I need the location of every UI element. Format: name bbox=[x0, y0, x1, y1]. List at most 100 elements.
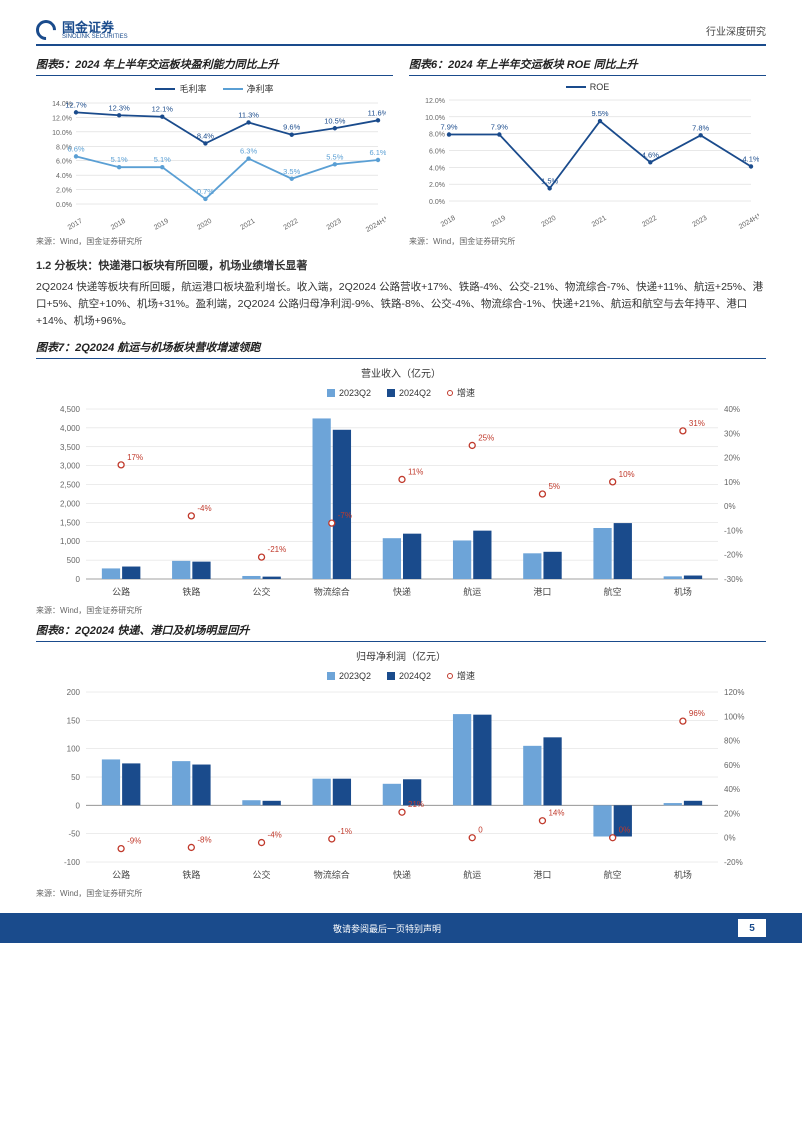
svg-text:2021: 2021 bbox=[239, 218, 256, 232]
svg-text:0.0%: 0.0% bbox=[56, 202, 72, 209]
svg-text:100: 100 bbox=[67, 745, 81, 754]
chart7-inner-title: 营业收入（亿元） bbox=[36, 365, 766, 380]
svg-text:5.1%: 5.1% bbox=[111, 155, 128, 164]
svg-text:2023: 2023 bbox=[326, 218, 343, 232]
logo-cn: 国金证券 bbox=[62, 21, 128, 34]
svg-text:0.7%: 0.7% bbox=[197, 187, 214, 196]
chart8-svg: -100-50050100150200-20%0%20%40%60%80%100… bbox=[36, 684, 766, 884]
svg-text:物流综合: 物流综合 bbox=[314, 586, 350, 597]
chart6-legend: ROE bbox=[409, 82, 766, 92]
svg-text:0.0%: 0.0% bbox=[429, 199, 445, 206]
svg-text:机场: 机场 bbox=[674, 869, 692, 880]
chart8-legend-1: 2023Q2 bbox=[339, 671, 371, 681]
chart7-legend: 2023Q2 2024Q2 增速 bbox=[36, 386, 766, 399]
svg-text:150: 150 bbox=[67, 717, 81, 726]
section-body: 2Q2024 快递等板块有所回暖，航运港口板块盈利增长。收入端，2Q2024 公… bbox=[36, 279, 766, 329]
svg-text:30%: 30% bbox=[724, 430, 740, 439]
svg-text:0%: 0% bbox=[619, 826, 631, 835]
svg-text:港口: 港口 bbox=[533, 869, 551, 880]
chart6-legend-1: ROE bbox=[590, 82, 610, 92]
svg-text:公路: 公路 bbox=[112, 586, 130, 597]
svg-text:12.3%: 12.3% bbox=[109, 103, 131, 112]
svg-text:6.1%: 6.1% bbox=[369, 148, 386, 157]
svg-text:96%: 96% bbox=[689, 710, 705, 719]
svg-text:-4%: -4% bbox=[197, 504, 211, 513]
svg-text:4.6%: 4.6% bbox=[642, 150, 659, 159]
charts-row-5-6: 图表5：2024 年上半年交运板块盈利能力同比上升 毛利率 净利率 0.0% 2.… bbox=[36, 56, 766, 247]
chart8: 图表8：2Q2024 快递、港口及机场明显回升 归母净利润（亿元） 2023Q2… bbox=[36, 622, 766, 899]
chart5: 图表5：2024 年上半年交运板块盈利能力同比上升 毛利率 净利率 0.0% 2.… bbox=[36, 56, 393, 247]
svg-text:7.8%: 7.8% bbox=[692, 123, 709, 132]
svg-text:10%: 10% bbox=[724, 478, 740, 487]
svg-text:物流综合: 物流综合 bbox=[314, 869, 350, 880]
svg-text:-4%: -4% bbox=[268, 831, 282, 840]
chart8-legend-3: 增速 bbox=[457, 669, 475, 682]
svg-text:4,500: 4,500 bbox=[60, 405, 81, 414]
svg-text:7.9%: 7.9% bbox=[440, 123, 457, 132]
svg-text:500: 500 bbox=[67, 557, 81, 566]
svg-text:2,500: 2,500 bbox=[60, 481, 81, 490]
svg-text:50: 50 bbox=[71, 773, 80, 782]
svg-text:8.4%: 8.4% bbox=[197, 131, 214, 140]
chart8-source: 来源：Wind，国金证券研究所 bbox=[36, 888, 766, 899]
svg-text:5.5%: 5.5% bbox=[326, 152, 343, 161]
svg-text:2018: 2018 bbox=[440, 215, 457, 229]
svg-text:10.5%: 10.5% bbox=[324, 116, 346, 125]
chart5-source: 来源：Wind，国金证券研究所 bbox=[36, 236, 393, 247]
logo-icon bbox=[32, 16, 60, 44]
svg-text:-30%: -30% bbox=[724, 575, 743, 584]
svg-text:-20%: -20% bbox=[724, 551, 743, 560]
svg-text:10%: 10% bbox=[619, 470, 635, 479]
svg-text:9.6%: 9.6% bbox=[283, 123, 300, 132]
chart5-legend-1: 毛利率 bbox=[179, 82, 206, 95]
svg-text:0: 0 bbox=[76, 802, 81, 811]
svg-text:6.0%: 6.0% bbox=[429, 149, 445, 156]
svg-text:航运: 航运 bbox=[463, 869, 481, 880]
svg-text:12.0%: 12.0% bbox=[52, 115, 72, 122]
chart5-legend: 毛利率 净利率 bbox=[36, 82, 393, 95]
svg-text:0: 0 bbox=[478, 826, 483, 835]
svg-text:4.0%: 4.0% bbox=[56, 173, 72, 180]
chart5-title: 图表5：2024 年上半年交运板块盈利能力同比上升 bbox=[36, 56, 393, 76]
svg-text:1,500: 1,500 bbox=[60, 519, 81, 528]
svg-text:20%: 20% bbox=[724, 810, 740, 819]
svg-text:2.0%: 2.0% bbox=[56, 188, 72, 195]
svg-text:25%: 25% bbox=[478, 434, 494, 443]
svg-text:2023: 2023 bbox=[691, 215, 708, 229]
svg-text:-1%: -1% bbox=[338, 827, 352, 836]
svg-text:11%: 11% bbox=[408, 468, 423, 477]
svg-text:2018: 2018 bbox=[110, 218, 127, 232]
svg-text:3,000: 3,000 bbox=[60, 462, 81, 471]
svg-text:0: 0 bbox=[76, 575, 81, 584]
svg-text:-21%: -21% bbox=[268, 546, 287, 555]
svg-text:2.0%: 2.0% bbox=[429, 182, 445, 189]
svg-text:2024H1: 2024H1 bbox=[365, 215, 386, 232]
chart7-title: 图表7：2Q2024 航运与机场板块营收增速领跑 bbox=[36, 339, 766, 359]
svg-text:机场: 机场 bbox=[674, 586, 692, 597]
svg-text:20%: 20% bbox=[724, 454, 740, 463]
svg-text:60%: 60% bbox=[724, 761, 740, 770]
section-heading: 1.2 分板块：快递港口板块有所回暖，机场业绩增长显著 bbox=[36, 257, 766, 273]
svg-text:4,000: 4,000 bbox=[60, 424, 81, 433]
svg-text:铁路: 铁路 bbox=[182, 586, 200, 597]
chart7-svg: 05001,0001,5002,0002,5003,0003,5004,0004… bbox=[36, 401, 766, 601]
svg-text:10.0%: 10.0% bbox=[52, 130, 72, 137]
svg-text:2022: 2022 bbox=[641, 215, 658, 229]
svg-text:14%: 14% bbox=[548, 809, 564, 818]
svg-text:12.0%: 12.0% bbox=[425, 98, 445, 105]
svg-text:公路: 公路 bbox=[112, 869, 130, 880]
svg-text:0%: 0% bbox=[724, 503, 736, 512]
chart7-source: 来源：Wind，国金证券研究所 bbox=[36, 605, 766, 616]
chart7-legend-3: 增速 bbox=[457, 386, 475, 399]
svg-text:120%: 120% bbox=[724, 688, 744, 697]
page-number: 5 bbox=[738, 919, 766, 937]
svg-text:航空: 航空 bbox=[604, 586, 622, 597]
svg-text:7.9%: 7.9% bbox=[491, 123, 508, 132]
svg-text:1,000: 1,000 bbox=[60, 538, 81, 547]
svg-text:0%: 0% bbox=[724, 834, 736, 843]
svg-text:-7%: -7% bbox=[338, 512, 352, 521]
chart6-title: 图表6：2024 年上半年交运板块 ROE 同比上升 bbox=[409, 56, 766, 76]
logo: 国金证券 SINOLINK SECURITIES bbox=[36, 20, 128, 40]
svg-text:-9%: -9% bbox=[127, 837, 141, 846]
svg-text:21%: 21% bbox=[408, 801, 424, 810]
